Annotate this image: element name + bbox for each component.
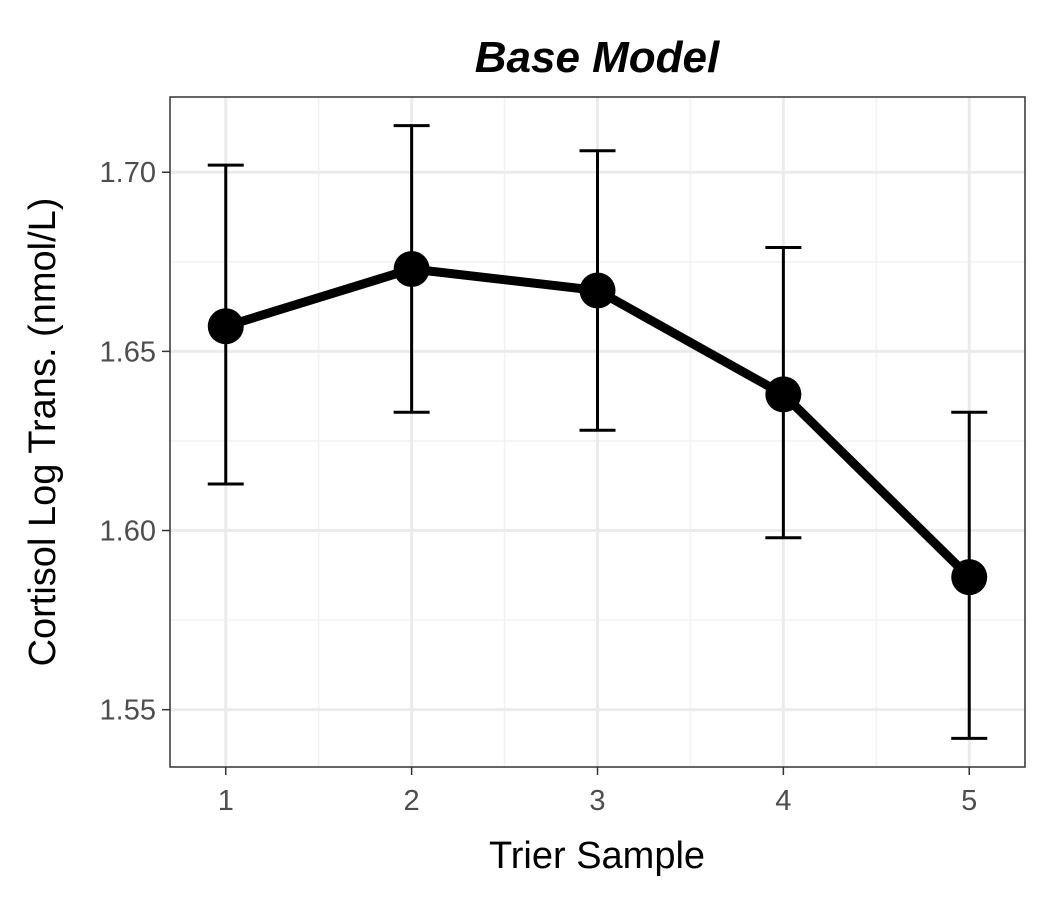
x-tick-label: 4: [775, 785, 791, 817]
y-tick-label: 1.70: [100, 157, 156, 189]
grid-layer: [170, 97, 1025, 767]
y-tick-label: 1.55: [100, 695, 156, 727]
y-tick-label: 1.65: [100, 336, 156, 368]
data-point: [207, 308, 244, 345]
x-axis-title: Trier Sample: [489, 835, 705, 877]
y-axis-title: Cortisol Log Trans. (nmol/L): [22, 198, 64, 667]
axis-layer: 1 2 3 4 5 1.55 1.60 1.65 1.70: [100, 157, 978, 817]
x-tick-label: 3: [589, 785, 605, 817]
data-point: [579, 272, 616, 309]
chart-title: Base Model: [475, 33, 720, 82]
data-point: [765, 376, 802, 413]
data-point: [393, 250, 430, 287]
x-tick-label: 2: [404, 785, 420, 817]
data-point: [951, 559, 988, 596]
x-tick-label: 5: [961, 785, 977, 817]
x-tick-label: 1: [218, 785, 234, 817]
y-tick-label: 1.60: [100, 516, 156, 548]
data-layer: [207, 124, 988, 740]
